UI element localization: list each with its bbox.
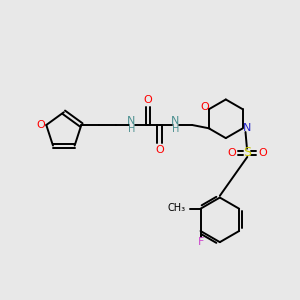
Text: O: O — [37, 120, 45, 130]
Text: S: S — [243, 146, 251, 159]
Text: O: O — [227, 148, 236, 158]
Text: O: O — [201, 102, 210, 112]
Text: O: O — [258, 148, 267, 158]
Text: O: O — [143, 95, 152, 105]
Text: N: N — [243, 124, 251, 134]
Text: H: H — [172, 124, 179, 134]
Text: CH₃: CH₃ — [168, 203, 186, 213]
Text: F: F — [198, 237, 204, 247]
Text: H: H — [128, 124, 136, 134]
Text: O: O — [155, 145, 164, 155]
Text: N: N — [170, 116, 179, 126]
Text: N: N — [127, 116, 135, 126]
